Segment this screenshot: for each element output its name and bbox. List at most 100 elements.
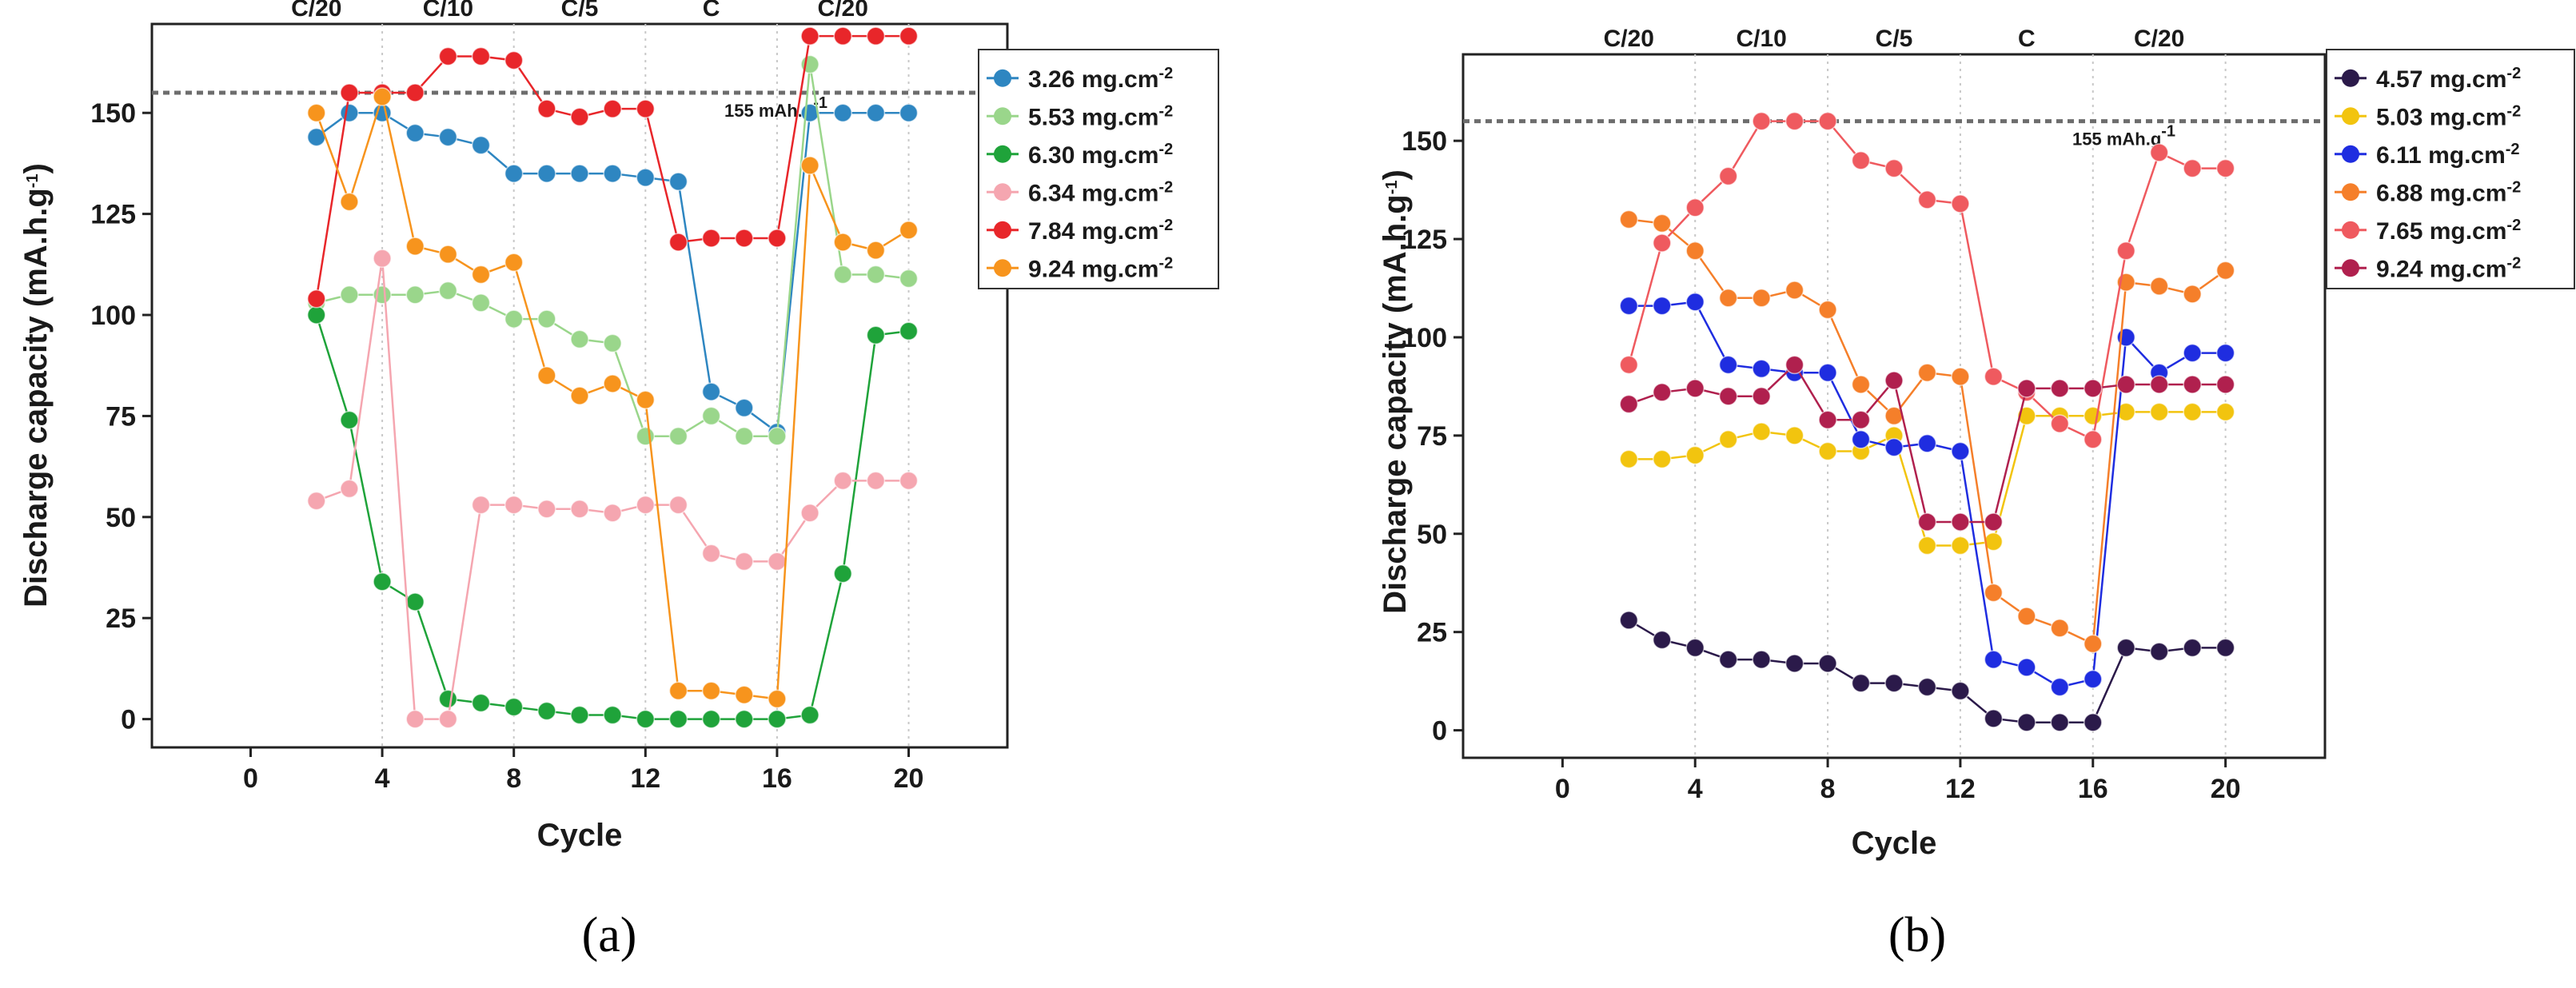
legend-swatch-marker [2342,221,2359,239]
legend-label-superscript: -2 [1158,254,1173,272]
data-point [1784,426,1804,445]
data-point [570,107,589,127]
data-point [405,709,425,729]
y-tick-label: 100 [1402,323,1447,353]
legend-label-superscript: -2 [2506,141,2520,158]
chart-panel-b: C/20 C/10 C/5 C C/20 155 mAh.g-1 0 4 8 12 16 20 0 25 5… [1378,26,2575,962]
series-2 [1619,402,2235,556]
data-point [800,26,819,46]
data-point [438,689,458,709]
data-point [537,309,556,329]
data-point [1984,709,2004,728]
data-point [1917,536,1937,556]
data-point [537,701,556,721]
legend-label: 6.34 mg.cm-2 [1028,178,1173,206]
series-3 [1619,292,2235,697]
series-line [315,93,910,700]
data-point [2116,375,2135,394]
legend-box [978,49,1219,289]
data-point [307,103,326,122]
data-point [373,87,392,106]
data-point [2050,677,2070,697]
data-point [866,265,886,285]
data-point [1818,441,1837,461]
y-tick-label: 50 [1417,520,1447,550]
legend-label: 7.84 mg.cm-2 [1028,217,1173,245]
series-2 [307,54,919,446]
data-point [1851,375,1871,394]
data-point [438,709,458,729]
data-point [537,99,556,118]
data-point [537,366,556,385]
data-point [1951,681,1970,701]
rate-label: C/10 [1736,26,1786,52]
data-point [1951,194,1970,213]
data-point [570,705,589,725]
legend-label: 9.24 mg.cm-2 [2376,254,2521,282]
data-point [471,693,491,713]
data-point [899,103,919,122]
data-point [340,479,359,499]
data-point [2183,343,2202,363]
data-point [1653,213,1672,233]
data-point [1685,292,1705,312]
data-point [668,426,688,446]
series-4 [307,249,919,729]
data-point [504,309,524,329]
data-point [899,471,919,491]
data-point [2084,379,2103,398]
data-point [735,426,754,446]
data-point [768,229,787,248]
series-line [1629,218,2227,646]
data-point [701,544,721,564]
data-point [438,127,458,147]
rate-label: C/5 [561,0,599,22]
data-point [899,221,919,240]
data-point [1653,630,1672,650]
data-point [1653,233,1672,253]
data-point [1951,536,1970,556]
legend-swatch-marker [2342,69,2359,87]
legend-label-superscript: -2 [1158,141,1173,158]
data-point [2084,713,2103,732]
panel-label: (b) [1888,908,1946,962]
data-point [570,164,589,183]
data-point [2215,375,2235,394]
data-point [2084,430,2103,449]
data-point [1917,190,1937,209]
legend-label-superscript: -2 [1158,217,1173,234]
data-point [2017,713,2036,732]
data-point [1818,111,1837,131]
legend-label: 3.26 mg.cm-2 [1028,65,1173,93]
data-point [504,495,524,515]
data-point [307,491,326,511]
data-point [2017,406,2036,426]
series-5 [307,26,919,309]
y-axis-label: Discharge capacity (mA.h.g-1) [18,163,54,608]
y-tick-label: 25 [106,604,136,634]
legend-swatch-marker [994,259,1011,277]
x-tick-label: 12 [1945,774,1976,804]
legend-swatch-marker [994,107,1011,125]
series-1 [1619,611,2235,732]
data-point [2149,375,2169,394]
y-axis-label-superscript: -1 [24,173,42,188]
legend-label-superscript: -2 [1158,102,1173,120]
data-point [2183,402,2202,422]
data-point [2116,241,2135,261]
series-line [316,258,909,720]
reference-label: 155 mAh.g-1 [2072,123,2175,149]
data-point [603,333,622,353]
data-point [1619,355,1639,375]
data-point [866,325,886,345]
data-point [1752,386,1771,406]
legend-label: 9.24 mg.cm-2 [1028,254,1173,282]
data-point [1752,289,1771,308]
data-point [2183,375,2202,394]
data-point [1917,512,1937,532]
data-point [800,156,819,175]
data-point [1917,433,1937,453]
series-line [1628,120,2226,441]
x-tick-label: 4 [375,763,390,794]
